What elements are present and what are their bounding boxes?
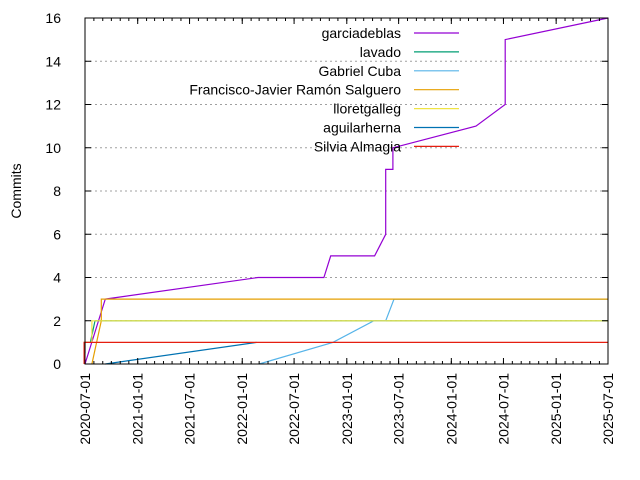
y-tick-label: 6 <box>53 226 61 242</box>
x-tick-label: 2024-01-01 <box>443 373 459 445</box>
x-tick-label: 2020-07-01 <box>77 373 93 445</box>
series-lines <box>83 17 609 365</box>
x-tick-label: 2022-07-01 <box>286 373 302 445</box>
legend-label: lloretgalleg <box>333 101 401 117</box>
x-tick-label: 2021-01-01 <box>130 373 146 445</box>
x-tick-label: 2023-07-01 <box>391 373 407 445</box>
series-line-gabriel-cuba <box>258 298 608 365</box>
series-line-silvia-almagia <box>83 341 608 364</box>
y-tick-label: 10 <box>45 140 61 156</box>
y-tick-label: 16 <box>45 10 61 26</box>
legend: garciadeblas lavado Gabriel Cuba Francisco-… <box>189 25 459 154</box>
y-tick-label: 14 <box>45 53 61 69</box>
y-tick-label: 0 <box>53 356 61 372</box>
legend-label: Gabriel Cuba <box>319 63 402 79</box>
series-line-lavado <box>84 320 608 354</box>
series-line-aguilarherna <box>105 341 257 365</box>
x-tick-label: 2025-01-01 <box>548 373 564 445</box>
plot-border <box>84 17 609 365</box>
y-tick-label: 8 <box>53 183 61 199</box>
series-line-garciadeblas <box>84 17 609 365</box>
axes: 0 2 4 6 8 10 12 14 16 2020-07-01 2021-01-01 2021-07… <box>45 10 616 445</box>
legend-label: aguilarherna <box>323 120 401 136</box>
x-tick-label: 2021-07-01 <box>182 373 198 445</box>
y-tick-label: 12 <box>45 97 61 113</box>
grid <box>85 60 608 322</box>
legend-label: Silvia Almagia <box>314 138 401 154</box>
y-axis-label: Commits <box>8 163 24 218</box>
legend-label: lavado <box>360 44 401 60</box>
y-tick-label: 2 <box>53 313 61 329</box>
x-tick-label: 2025-07-01 <box>600 373 616 445</box>
legend-label: Francisco-Javier Ramón Salguero <box>189 82 401 98</box>
x-tick-label: 2024-07-01 <box>495 373 511 445</box>
legend-label: garciadeblas <box>322 25 401 41</box>
y-tick-label: 4 <box>53 270 61 286</box>
x-tick-label: 2023-01-01 <box>339 373 355 445</box>
x-tick-label: 2022-01-01 <box>234 373 250 445</box>
